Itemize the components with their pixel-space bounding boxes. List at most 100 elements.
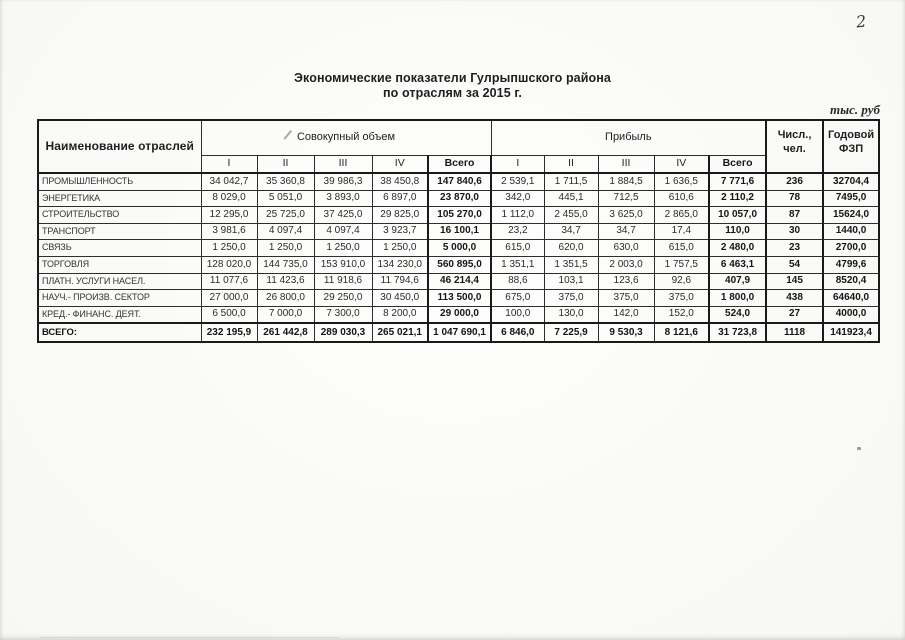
profit-q2-cell: 1 351,5 — [543, 255, 599, 274]
quarter-header-profit-2: II — [543, 155, 599, 174]
profit-q2-cell: 34,7 — [543, 222, 599, 241]
profit-q3-cell: 34,7 — [597, 222, 655, 241]
total-row: ВСЕГО: 232 195,9 261 442,8 289 030,3 265 021… — [37, 322, 880, 343]
volume-q5-cell: 29 000,0 — [426, 305, 493, 324]
volume-q4-cell: 30 450,0 — [371, 289, 429, 307]
volume-q1-cell: 232 195,9 — [200, 322, 258, 343]
volume-q4-cell: 38 450,8 — [371, 171, 429, 191]
headcount-cell: 438 — [765, 289, 825, 307]
profit-q4-cell: 375,0 — [653, 289, 710, 307]
profit-q5-cell: 407,9 — [708, 272, 768, 291]
profit-q2-cell: 7 225,9 — [543, 322, 599, 343]
volume-q3-cell: 37 425,0 — [313, 206, 373, 224]
profit-q2-cell: 2 455,0 — [543, 206, 599, 224]
volume-q5-cell: 147 840,6 — [426, 171, 493, 191]
volume-q3-cell: 11 918,6 — [313, 272, 373, 291]
profit-q2-cell: 130,0 — [543, 305, 599, 324]
profit-q5-cell: 10 057,0 — [708, 206, 768, 224]
profit-q5-cell: 7 771,6 — [708, 171, 768, 191]
profit-q4-cell: 1 636,5 — [653, 171, 710, 191]
profit-q1-cell: 100,0 — [490, 305, 545, 324]
volume-q2-cell: 1 250,0 — [256, 239, 315, 257]
profit-q4-cell: 610,6 — [653, 189, 710, 208]
quarter-header-profit-1: I — [490, 155, 545, 174]
page-number-handwritten: 2 — [855, 11, 868, 32]
profit-q3-cell: 123,6 — [597, 272, 655, 291]
volume-q4-cell: 1 250,0 — [371, 239, 429, 257]
profit-q3-cell: 1 884,5 — [597, 171, 655, 191]
profit-q5-cell: 524,0 — [708, 305, 768, 324]
title-line-2: по отраслям за 2015 г. — [383, 85, 522, 100]
headcount-cell: 87 — [765, 206, 825, 224]
headcount-cell: 236 — [765, 171, 825, 191]
payroll-cell: 7495,0 — [822, 189, 880, 208]
profit-q1-cell: 88,6 — [490, 272, 545, 291]
payroll-cell: 2700,0 — [822, 239, 880, 257]
payroll-cell: 32704,4 — [822, 171, 880, 191]
volume-q5-cell: 23 870,0 — [426, 189, 493, 208]
table-row: ЭНЕРГЕТИКА 8 029,0 5 051,0 3 893,0 6 897,0 23… — [37, 189, 880, 208]
profit-q4-cell: 1 757,5 — [653, 255, 710, 274]
volume-q5-cell: 105 270,0 — [426, 206, 493, 224]
volume-q1-cell: 6 500,0 — [200, 305, 258, 324]
payroll-cell: 4799,6 — [822, 255, 880, 274]
quarter-header-volume-3: III — [313, 155, 373, 174]
economics-table: Наименование отраслей Совокупный объем П… — [37, 119, 881, 344]
column-header-industries: Наименование отраслей — [37, 119, 202, 174]
volume-q2-cell: 5 051,0 — [256, 189, 315, 208]
column-header-payroll: Годовой ФЗП — [822, 119, 880, 174]
table-row: ТРАНСПОРТ 3 981,6 4 097,4 4 097,4 3 923,7 16 … — [37, 222, 880, 241]
group-header-profit: Прибыль — [490, 119, 768, 156]
payroll-cell: 15624,0 — [822, 206, 880, 224]
profit-q1-cell: 1 351,1 — [490, 255, 545, 274]
table-row: СТРОИТЕЛЬСТВО 12 295,0 25 725,0 37 425,0 29 … — [37, 206, 880, 224]
headcount-cell: 30 — [765, 222, 825, 241]
profit-q5-cell: 2 480,0 — [708, 239, 768, 257]
volume-q3-cell: 3 893,0 — [313, 189, 373, 208]
profit-q2-cell: 1 711,5 — [543, 171, 599, 191]
table-row: ТОРГОВЛЯ 128 020,0 144 735,0 153 910,0 134 2… — [37, 255, 880, 274]
row-label-cell: ПРОМЫШЛЕННОСТЬ — [37, 171, 202, 191]
profit-q3-cell: 9 530,3 — [597, 322, 655, 343]
row-label-cell: ТОРГОВЛЯ — [37, 255, 202, 274]
profit-q5-cell: 31 723,8 — [708, 322, 768, 343]
profit-q5-cell: 6 463,1 — [708, 255, 768, 274]
profit-q1-cell: 23,2 — [490, 222, 545, 241]
volume-q3-cell: 1 250,0 — [313, 239, 373, 257]
volume-q2-cell: 25 725,0 — [256, 206, 315, 224]
row-label-cell: СВЯЗЬ — [37, 239, 202, 257]
profit-q1-cell: 675,0 — [490, 289, 545, 307]
quarter-header-profit-4: IV — [653, 155, 710, 174]
profit-q2-cell: 375,0 — [543, 289, 599, 307]
volume-q4-cell: 134 230,0 — [371, 255, 429, 274]
payroll-cell: 64640,0 — [822, 289, 880, 307]
title-line-1: Экономические показатели Гулрыпшского ра… — [294, 71, 611, 85]
quarter-header-volume-5: Всего — [426, 155, 493, 174]
volume-q4-cell: 3 923,7 — [371, 222, 429, 241]
profit-q4-cell: 17,4 — [653, 222, 710, 241]
profit-q3-cell: 142,0 — [597, 305, 655, 324]
profit-q1-cell: 342,0 — [490, 189, 545, 208]
volume-q3-cell: 7 300,0 — [313, 305, 373, 324]
profit-q3-cell: 712,5 — [597, 189, 655, 208]
volume-q3-cell: 153 910,0 — [313, 255, 373, 274]
row-label-cell: ВСЕГО: — [37, 322, 202, 343]
profit-q5-cell: 110,0 — [708, 222, 768, 241]
profit-q3-cell: 2 003,0 — [597, 255, 655, 274]
row-label-cell: ПЛАТН. УСЛУГИ НАСЕЛ. — [37, 272, 202, 291]
volume-q2-cell: 35 360,8 — [256, 171, 315, 191]
volume-q4-cell: 11 794,6 — [371, 272, 429, 291]
volume-q1-cell: 3 981,6 — [200, 222, 258, 241]
headcount-cell: 27 — [765, 305, 825, 324]
volume-q1-cell: 27 000,0 — [200, 289, 258, 307]
volume-q5-cell: 5 000,0 — [426, 239, 493, 257]
volume-q5-cell: 16 100,1 — [426, 222, 493, 241]
table-row: НАУЧ.- ПРОИЗВ. СЕКТОР 27 000,0 26 800,0 29 … — [37, 289, 880, 307]
headcount-cell: 145 — [765, 272, 825, 291]
headcount-cell: 78 — [765, 189, 825, 208]
volume-q3-cell: 29 250,0 — [313, 289, 373, 307]
profit-q4-cell: 2 865,0 — [653, 206, 710, 224]
quarter-header-volume-1: I — [200, 155, 258, 174]
payroll-cell: 141923,4 — [822, 322, 880, 343]
